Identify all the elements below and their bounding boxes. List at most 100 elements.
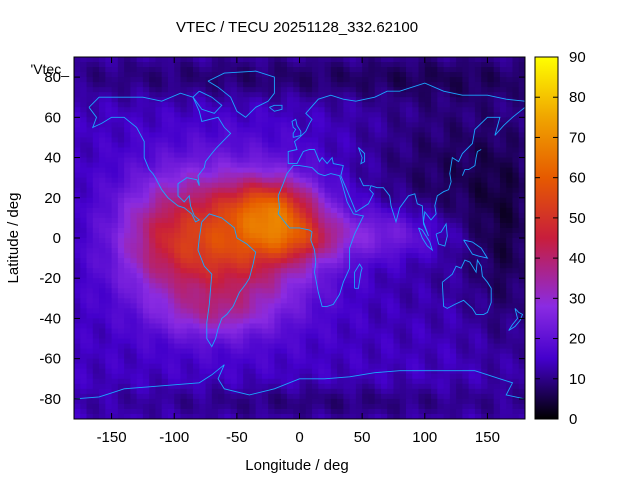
heatmap-cell bbox=[280, 263, 288, 269]
heatmap-cell bbox=[487, 243, 495, 249]
heatmap-cell bbox=[174, 248, 182, 254]
heatmap-cell bbox=[305, 92, 313, 98]
heatmap-cell bbox=[99, 243, 106, 249]
heatmap-cell bbox=[186, 288, 194, 294]
heatmap-cell bbox=[374, 167, 382, 174]
heatmap-cell bbox=[249, 393, 257, 400]
heatmap-cell bbox=[462, 378, 470, 385]
heatmap-cell bbox=[236, 92, 244, 98]
heatmap-cell bbox=[255, 303, 263, 309]
heatmap-cell bbox=[456, 308, 463, 315]
heatmap-cell bbox=[167, 167, 175, 174]
heatmap-cell bbox=[330, 278, 338, 284]
heatmap-cell bbox=[355, 122, 363, 128]
heatmap-cell bbox=[412, 127, 420, 134]
heatmap-cell bbox=[236, 167, 244, 174]
heatmap-cell bbox=[111, 268, 119, 274]
heatmap-cell bbox=[431, 132, 438, 139]
heatmap-cell bbox=[261, 248, 269, 254]
heatmap-cell bbox=[274, 343, 282, 350]
heatmap-cell bbox=[487, 358, 495, 365]
heatmap-cell bbox=[343, 147, 351, 154]
heatmap-cell bbox=[99, 172, 106, 179]
heatmap-cell bbox=[280, 207, 288, 214]
heatmap-cell bbox=[74, 162, 81, 169]
heatmap-cell bbox=[255, 157, 263, 164]
heatmap-cell bbox=[462, 263, 470, 269]
heatmap-cell bbox=[437, 167, 445, 174]
heatmap-cell bbox=[362, 333, 369, 340]
heatmap-cell bbox=[443, 177, 451, 184]
heatmap-cell bbox=[243, 388, 250, 395]
heatmap-cell bbox=[274, 177, 282, 184]
heatmap-cell bbox=[74, 87, 81, 93]
heatmap-cell bbox=[506, 162, 514, 169]
heatmap-cell bbox=[80, 107, 88, 113]
heatmap-cell bbox=[161, 393, 169, 400]
heatmap-cell bbox=[111, 348, 119, 355]
heatmap-cell bbox=[174, 348, 182, 355]
heatmap-cell bbox=[249, 398, 257, 405]
heatmap-cell bbox=[337, 388, 344, 395]
heatmap-cell bbox=[493, 323, 501, 330]
heatmap-cell bbox=[368, 227, 376, 234]
heatmap-cell bbox=[249, 212, 257, 219]
heatmap-cell bbox=[249, 77, 257, 83]
heatmap-cell bbox=[318, 323, 326, 330]
heatmap-cell bbox=[161, 177, 169, 184]
heatmap-cell bbox=[518, 117, 525, 123]
heatmap-cell bbox=[193, 353, 200, 360]
heatmap-cell bbox=[286, 172, 294, 179]
heatmap-cell bbox=[393, 318, 401, 325]
heatmap-cell bbox=[343, 293, 351, 299]
heatmap-cell bbox=[86, 303, 94, 309]
heatmap-cell bbox=[142, 152, 150, 159]
heatmap-cell bbox=[124, 122, 131, 128]
heatmap-cell bbox=[481, 87, 489, 93]
heatmap-cell bbox=[230, 383, 238, 390]
heatmap-cell bbox=[368, 137, 376, 144]
heatmap-cell bbox=[161, 388, 169, 395]
heatmap-cell bbox=[161, 303, 169, 309]
heatmap-cell bbox=[218, 383, 225, 390]
heatmap-cell bbox=[293, 378, 301, 385]
heatmap-cell bbox=[167, 62, 175, 68]
heatmap-cell bbox=[518, 308, 525, 315]
heatmap-cell bbox=[337, 202, 344, 209]
heatmap-cell bbox=[124, 77, 131, 83]
heatmap-cell bbox=[493, 147, 501, 154]
heatmap-cell bbox=[161, 288, 169, 294]
heatmap-cell bbox=[437, 207, 445, 214]
heatmap-cell bbox=[130, 273, 138, 279]
heatmap-cell bbox=[74, 393, 81, 400]
heatmap-cell bbox=[286, 253, 294, 259]
heatmap-cell bbox=[149, 122, 157, 128]
heatmap-cell bbox=[487, 87, 495, 93]
heatmap-cell bbox=[243, 132, 250, 139]
heatmap-cell bbox=[468, 77, 476, 83]
heatmap-cell bbox=[249, 197, 257, 204]
heatmap-cell bbox=[380, 197, 388, 204]
heatmap-cell bbox=[124, 147, 131, 154]
heatmap-cell bbox=[337, 398, 344, 405]
heatmap-cell bbox=[499, 273, 507, 279]
heatmap-cell bbox=[305, 238, 313, 244]
heatmap-cell bbox=[193, 253, 200, 259]
heatmap-cell bbox=[230, 87, 238, 93]
heatmap-cell bbox=[337, 232, 344, 239]
heatmap-cell bbox=[412, 167, 420, 174]
heatmap-cell bbox=[368, 97, 376, 103]
heatmap-cell bbox=[487, 132, 495, 139]
heatmap-cell bbox=[261, 298, 269, 304]
heatmap-cell bbox=[99, 323, 106, 330]
heatmap-cell bbox=[343, 398, 351, 405]
heatmap-cell bbox=[218, 238, 225, 244]
heatmap-cell bbox=[299, 192, 307, 199]
heatmap-cell bbox=[80, 142, 88, 149]
heatmap-cell bbox=[324, 308, 332, 315]
heatmap-cell bbox=[443, 378, 451, 385]
heatmap-cell bbox=[405, 343, 413, 350]
heatmap-cell bbox=[274, 152, 282, 159]
heatmap-cell bbox=[405, 182, 413, 189]
heatmap-cell bbox=[368, 102, 376, 108]
